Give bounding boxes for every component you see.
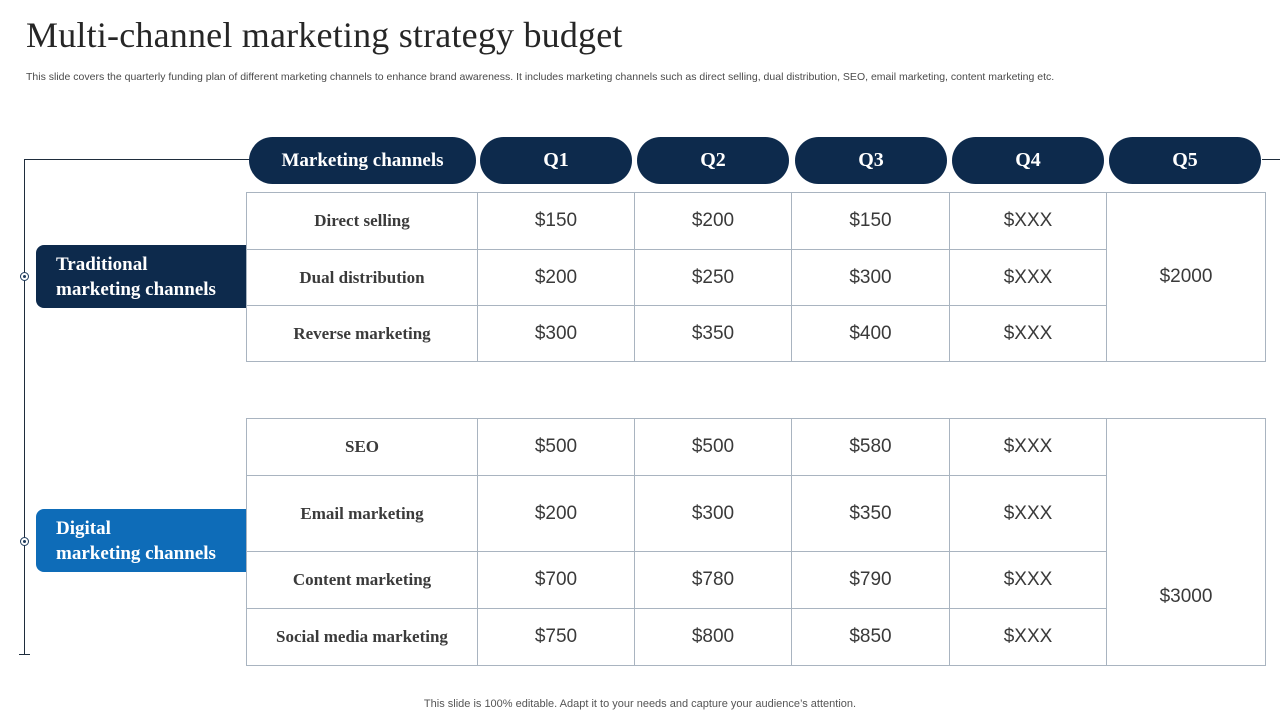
- table-row: SEO $500 $500 $580 $XXX $3000: [246, 418, 1266, 666]
- channel-name: Email marketing: [246, 475, 478, 552]
- channel-name: Reverse marketing: [246, 305, 478, 362]
- q1-value: $700: [477, 551, 635, 609]
- q3-value: $300: [791, 249, 950, 306]
- q4-value: $XXX: [949, 192, 1107, 250]
- q3-value: $400: [791, 305, 950, 362]
- q4-value: $XXX: [949, 608, 1107, 666]
- header-q3: Q3: [795, 137, 947, 184]
- q1-value: $500: [477, 418, 635, 476]
- table-row: Direct selling $150 $200 $150 $XXX $2000: [246, 192, 1266, 362]
- header-q2: Q2: [637, 137, 789, 184]
- page-subtitle: This slide covers the quarterly funding …: [26, 71, 1055, 83]
- q4-value: $XXX: [949, 475, 1107, 552]
- q4-value: $XXX: [949, 305, 1107, 362]
- digital-connector-dot: [20, 537, 29, 546]
- q1-value: $200: [477, 475, 635, 552]
- q1-value: $300: [477, 305, 635, 362]
- table-row: Dual distribution $200 $250 $300 $XXX: [246, 249, 1266, 306]
- page-title: Multi-channel marketing strategy budget: [26, 15, 623, 55]
- q1-value: $750: [477, 608, 635, 666]
- bracket-vertical-line: [24, 159, 25, 654]
- header-q1: Q1: [480, 137, 632, 184]
- q1-value: $150: [477, 192, 635, 250]
- traditional-group-label: Traditional marketing channels: [36, 245, 246, 308]
- q2-value: $780: [634, 551, 792, 609]
- table-row: Email marketing $200 $300 $350 $XXX: [246, 475, 1266, 552]
- q2-value: $300: [634, 475, 792, 552]
- digital-group-label: Digital marketing channels: [36, 509, 246, 572]
- table-row: Social media marketing $750 $800 $850 $X…: [246, 608, 1266, 666]
- q2-value: $500: [634, 418, 792, 476]
- traditional-budget-table: Direct selling $150 $200 $150 $XXX $2000…: [246, 192, 1266, 362]
- q2-value: $800: [634, 608, 792, 666]
- footer-note: This slide is 100% editable. Adapt it to…: [423, 698, 857, 710]
- digital-label-line2: marketing channels: [56, 543, 216, 564]
- channel-name: Direct selling: [246, 192, 478, 250]
- q5-total: $2000: [1106, 192, 1266, 362]
- q5-total: $3000: [1106, 418, 1266, 666]
- channel-name: Content marketing: [246, 551, 478, 609]
- traditional-label-line2: marketing channels: [56, 279, 216, 300]
- traditional-connector-dot: [20, 272, 29, 281]
- q3-value: $580: [791, 418, 950, 476]
- digital-label-line1: Digital: [56, 518, 111, 539]
- channel-name: SEO: [246, 418, 478, 476]
- header-q4: Q4: [952, 137, 1104, 184]
- bracket-top-line: [24, 159, 250, 160]
- table-row: Reverse marketing $300 $350 $400 $XXX: [246, 305, 1266, 362]
- q4-value: $XXX: [949, 418, 1107, 476]
- q2-value: $200: [634, 192, 792, 250]
- q3-value: $850: [791, 608, 950, 666]
- q4-value: $XXX: [949, 551, 1107, 609]
- bracket-bottom-tick: [19, 654, 30, 655]
- channel-name: Dual distribution: [246, 249, 478, 306]
- bracket-right-stub: [1262, 159, 1280, 160]
- channel-name: Social media marketing: [246, 608, 478, 666]
- header-marketing-channels: Marketing channels: [249, 137, 476, 184]
- traditional-label-line1: Traditional: [56, 254, 148, 275]
- digital-budget-table: SEO $500 $500 $580 $XXX $3000 Email mark…: [246, 418, 1266, 666]
- q4-value: $XXX: [949, 249, 1107, 306]
- q2-value: $250: [634, 249, 792, 306]
- q1-value: $200: [477, 249, 635, 306]
- q3-value: $150: [791, 192, 950, 250]
- q3-value: $350: [791, 475, 950, 552]
- q2-value: $350: [634, 305, 792, 362]
- q3-value: $790: [791, 551, 950, 609]
- header-q5: Q5: [1109, 137, 1261, 184]
- table-row: Content marketing $700 $780 $790 $XXX: [246, 551, 1266, 609]
